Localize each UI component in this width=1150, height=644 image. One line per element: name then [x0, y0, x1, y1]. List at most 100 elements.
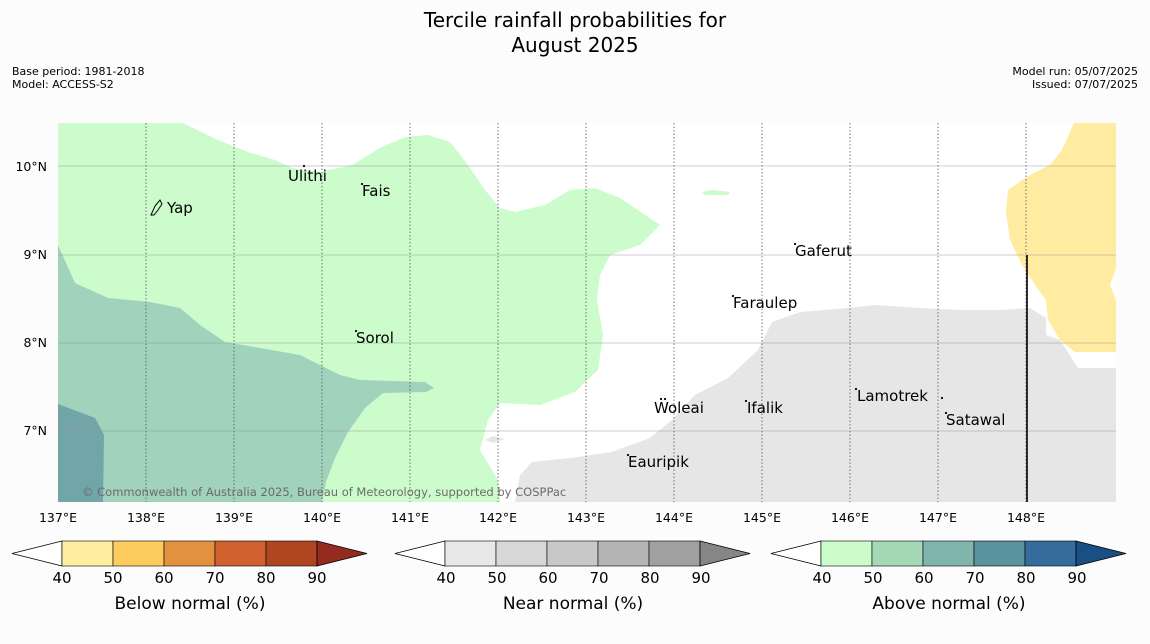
lamotrek-east-marker	[940, 396, 944, 400]
cb-near-tick-60: 60	[538, 569, 558, 587]
above-normal-50-60-region	[58, 245, 434, 502]
lamotrek-marker	[854, 387, 858, 391]
sorol-marker	[354, 329, 358, 333]
place-ulithi: Ulithi	[288, 167, 327, 185]
cb-near-segment-1	[444, 540, 497, 567]
lon-label-144e: 144°E	[655, 510, 693, 525]
title-line-1: Tercile rainfall probabilities for	[423, 8, 727, 32]
cb-near-title: Near normal (%)	[502, 594, 644, 614]
cb-above-tick-40: 40	[812, 569, 832, 587]
cb-below-tick-50: 50	[103, 569, 123, 587]
cb-below-tick-90: 90	[307, 569, 327, 587]
woleai-marker	[659, 397, 663, 401]
cb-near-segment-2	[495, 540, 548, 567]
lat-label-8n: 8°N	[23, 335, 47, 350]
place-faraulep: Faraulep	[733, 294, 797, 312]
model-run: Model run: 05/07/2025	[1012, 65, 1138, 78]
near-normal-small-patch	[485, 436, 505, 443]
cb-near-tick-90: 90	[691, 569, 711, 587]
above-normal-small-patch	[702, 190, 730, 195]
cb-above-segment-1	[820, 540, 873, 567]
cb-near-segment-4	[597, 540, 650, 567]
near-normal-40-50-region	[515, 305, 1116, 502]
place-gaferut: Gaferut	[795, 242, 852, 260]
cb-near-tick-50: 50	[487, 569, 507, 587]
cb-near-tick-40: 40	[436, 569, 456, 587]
cb-above-extend-high	[1075, 540, 1127, 567]
title-line-2: August 2025	[511, 33, 639, 57]
longitude-labels: 137°E 138°E 139°E 140°E 141°E 142°E 143°…	[39, 510, 1045, 525]
cb-below-segment-4	[214, 540, 267, 567]
cb-below-title: Below normal (%)	[114, 594, 266, 614]
lon-label-138e: 138°E	[127, 510, 165, 525]
latitude-labels: 10°N 9°N 8°N 7°N	[15, 159, 47, 438]
cb-below-tick-60: 60	[154, 569, 174, 587]
copyright-credit: © Commonwealth of Australia 2025, Bureau…	[82, 485, 566, 499]
cb-below-segment-1	[61, 540, 114, 567]
cb-below-tick-70: 70	[205, 569, 225, 587]
lon-label-148e: 148°E	[1007, 510, 1045, 525]
lon-label-137e: 137°E	[39, 510, 77, 525]
lat-label-7n: 7°N	[23, 423, 47, 438]
satawal-marker	[944, 411, 948, 415]
yap-island-outline	[150, 199, 163, 216]
ifalik-marker	[744, 399, 748, 403]
place-yap: Yap	[166, 199, 193, 217]
lon-label-143e: 143°E	[567, 510, 605, 525]
cb-below-segment-3	[163, 540, 216, 567]
below-normal-40-50-region	[1006, 123, 1116, 352]
place-lamotrek: Lamotrek	[857, 387, 928, 405]
base-period: Base period: 1981-2018	[12, 65, 145, 78]
woleai-marker-2	[663, 397, 667, 401]
cb-above-extend-low	[770, 540, 822, 567]
cb-above-title: Above normal (%)	[872, 594, 1026, 614]
run-info: Model run: 05/07/2025 Issued: 07/07/2025	[1012, 65, 1138, 91]
cb-below-tick-80: 80	[256, 569, 276, 587]
longitude-gridlines	[145, 123, 1027, 502]
place-ifalik: Ifalik	[747, 399, 783, 417]
place-fais: Fais	[362, 182, 391, 200]
place-labels: Ulithi Fais Yap Gaferut Faraulep Sorol L…	[166, 167, 1005, 471]
fais-marker	[360, 182, 364, 186]
cb-below-extend-low	[11, 540, 63, 567]
lon-label-139e: 139°E	[215, 510, 253, 525]
model-name: Model: ACCESS-S2	[12, 78, 114, 91]
cb-near-tick-80: 80	[640, 569, 660, 587]
ulithi-marker	[302, 164, 306, 168]
lon-label-142e: 142°E	[479, 510, 517, 525]
lon-label-145e: 145°E	[743, 510, 781, 525]
place-satawal: Satawal	[946, 411, 1005, 429]
place-eauripik: Eauripik	[628, 453, 689, 471]
cb-near-segment-3	[546, 540, 599, 567]
issued-date: Issued: 07/07/2025	[1031, 78, 1138, 91]
cb-near-extend-high	[699, 540, 751, 567]
cb-above-tick-80: 80	[1016, 569, 1036, 587]
island-outlines	[150, 164, 948, 457]
cb-near-tick-70: 70	[589, 569, 609, 587]
lat-label-9n: 9°N	[23, 247, 47, 262]
lon-label-147e: 147°E	[919, 510, 957, 525]
gaferut-marker	[793, 242, 797, 246]
cb-near-extend-low	[394, 540, 446, 567]
place-woleai: Woleai	[654, 399, 704, 417]
cb-above-tick-50: 50	[863, 569, 883, 587]
cb-below-segment-5	[265, 540, 318, 567]
cb-near-segment-5	[648, 540, 701, 567]
colorbars	[11, 540, 1127, 567]
cb-above-segment-5	[1024, 540, 1077, 567]
map-title: Tercile rainfall probabilities for Augus…	[0, 8, 1150, 58]
cb-above-tick-90: 90	[1067, 569, 1087, 587]
lon-label-146e: 146°E	[831, 510, 869, 525]
cb-below-extend-high	[316, 540, 368, 567]
base-info: Base period: 1981-2018 Model: ACCESS-S2	[12, 65, 144, 91]
cb-above-segment-4	[973, 540, 1026, 567]
lat-label-10n: 10°N	[15, 159, 47, 174]
faraulep-marker	[731, 294, 735, 298]
cb-above-segment-3	[922, 540, 975, 567]
cb-above-tick-70: 70	[965, 569, 985, 587]
eauripik-marker	[626, 453, 630, 457]
cb-below-segment-2	[112, 540, 165, 567]
place-sorol: Sorol	[356, 329, 394, 347]
lon-label-140e: 140°E	[303, 510, 341, 525]
